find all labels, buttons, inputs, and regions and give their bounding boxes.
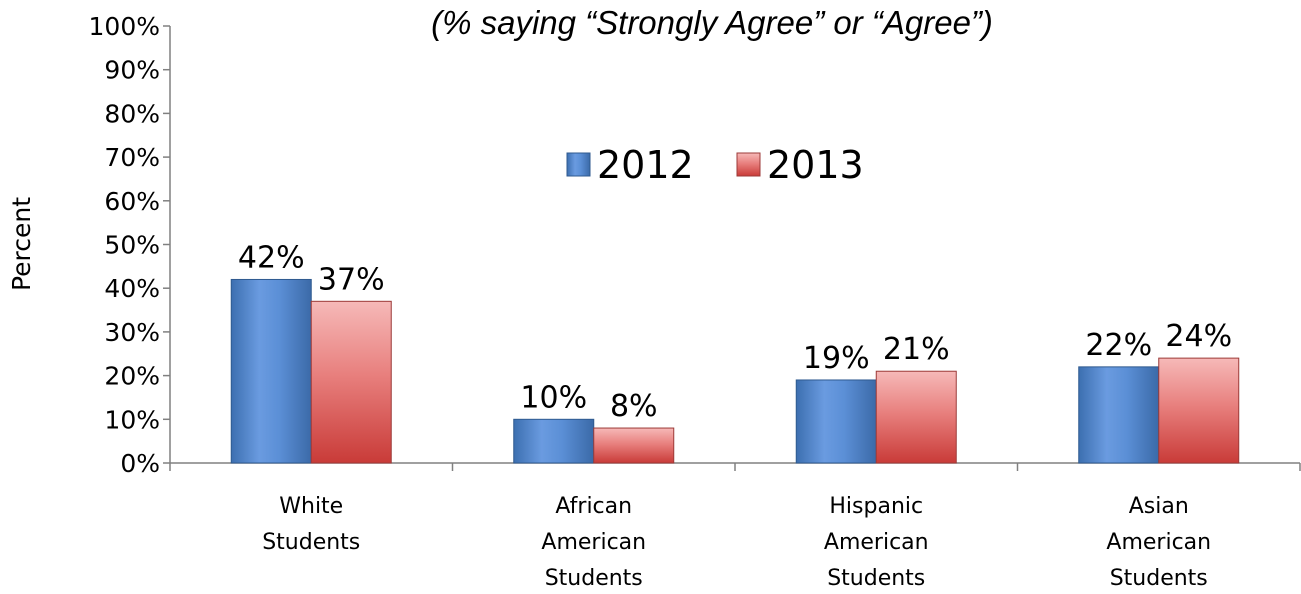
data-label: 37% <box>318 262 385 297</box>
y-tick-label: 100% <box>89 12 160 41</box>
bars <box>230 278 1240 464</box>
x-tick-label: Students <box>545 566 643 591</box>
x-tick-label: Students <box>827 566 925 591</box>
y-tick-label: 90% <box>104 56 160 85</box>
data-label: 21% <box>883 332 950 367</box>
y-tick-label: 30% <box>104 318 160 347</box>
legend-label: 2012 <box>597 143 694 187</box>
x-tick-label: American <box>541 530 646 555</box>
data-label: 19% <box>803 341 870 376</box>
legend-label: 2013 <box>767 143 864 187</box>
chart-subtitle: (% saying “Strongly Agree” or “Agree”) <box>431 4 993 41</box>
x-tick-label: Asian <box>1129 494 1189 519</box>
data-labels: 42% 37% 10% 8% 19% 21% 22% 24% <box>238 240 1232 424</box>
data-label: 22% <box>1085 328 1152 363</box>
x-tick-label: Hispanic <box>829 494 923 519</box>
y-tick-label: 70% <box>104 143 160 172</box>
legend-swatch <box>566 152 591 177</box>
y-tick-label: 50% <box>104 231 160 260</box>
x-tick-label: American <box>1106 530 1211 555</box>
x-tick-label: White <box>279 494 343 519</box>
bar-2013-3 <box>1158 357 1240 464</box>
bar-2013-0 <box>310 300 392 464</box>
x-tick-label: American <box>824 530 929 555</box>
bar-2012-2 <box>795 379 877 464</box>
data-label: 8% <box>610 389 658 424</box>
y-tick-label: 40% <box>104 274 160 303</box>
y-tick-label: 10% <box>104 405 160 434</box>
legend: 2012 2013 <box>566 143 864 187</box>
x-tick-label: African <box>555 494 632 519</box>
legend-swatch <box>736 152 761 177</box>
bar-2013-1 <box>593 427 675 464</box>
x-tick-label: Students <box>262 530 360 555</box>
data-label: 10% <box>520 380 587 415</box>
y-tick-label: 60% <box>104 187 160 216</box>
bar-2013-2 <box>875 370 957 464</box>
y-tick-label: 20% <box>104 362 160 391</box>
y-tick-label: 80% <box>104 99 160 128</box>
data-label: 42% <box>238 240 305 275</box>
bar-2012-1 <box>513 418 595 464</box>
y-tick-label: 0% <box>120 449 160 478</box>
x-axis-ticks: White Students African American Students Hisp… <box>262 494 1211 591</box>
data-label: 24% <box>1165 319 1232 354</box>
y-axis-label: Percent <box>7 197 36 291</box>
x-tick-label: Students <box>1110 566 1208 591</box>
bar-2012-3 <box>1078 366 1160 464</box>
y-axis-ticks: 0% 10% 20% 30% 40% 50% 60% 70% 80% 90% 100% <box>89 12 170 478</box>
bar-2012-0 <box>230 278 312 464</box>
